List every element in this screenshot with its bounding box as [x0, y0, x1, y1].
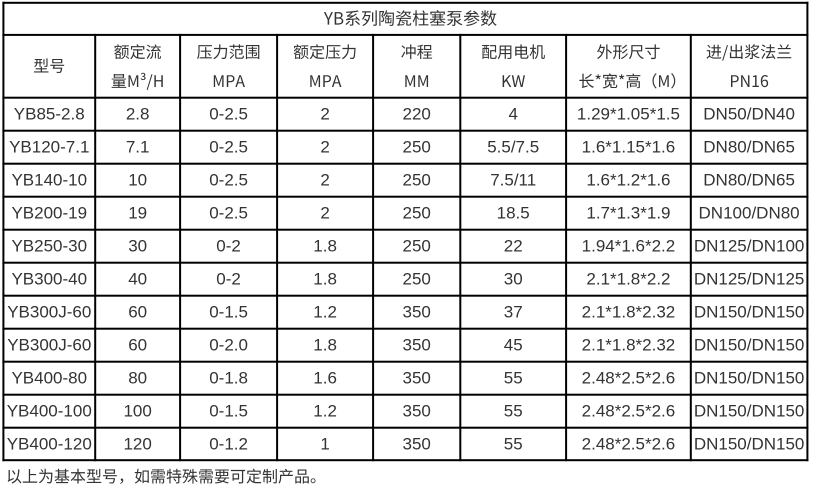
svg-text:1.29*1.05*1.5: 1.29*1.05*1.5: [577, 105, 680, 124]
svg-text:250: 250: [403, 270, 431, 289]
svg-text:40: 40: [128, 270, 147, 289]
svg-text:YB300-40: YB300-40: [11, 270, 87, 289]
svg-text:250: 250: [403, 237, 431, 256]
svg-text:YB85-2.8: YB85-2.8: [14, 105, 85, 124]
svg-text:30: 30: [504, 270, 523, 289]
svg-text:5.5/7.5: 5.5/7.5: [487, 138, 539, 157]
svg-text:60: 60: [128, 336, 147, 355]
svg-text:YB400-100: YB400-100: [7, 402, 92, 421]
svg-text:YB400-120: YB400-120: [7, 434, 92, 453]
svg-text:18.5: 18.5: [497, 204, 530, 223]
svg-text:80: 80: [128, 369, 147, 388]
svg-text:10: 10: [128, 171, 147, 190]
svg-text:250: 250: [403, 138, 431, 157]
svg-text:55: 55: [504, 402, 523, 421]
svg-text:22: 22: [504, 237, 523, 256]
svg-text:YB250-30: YB250-30: [11, 237, 87, 256]
svg-text:60: 60: [128, 303, 147, 322]
svg-text:350: 350: [403, 369, 431, 388]
svg-text:0-2.5: 0-2.5: [209, 138, 248, 157]
svg-text:DN50/DN40: DN50/DN40: [703, 105, 795, 124]
svg-text:30: 30: [128, 237, 147, 256]
svg-text:19: 19: [128, 204, 147, 223]
svg-text:DN150/DN150: DN150/DN150: [694, 303, 805, 322]
svg-text:1.8: 1.8: [313, 237, 337, 256]
svg-text:1.6*1.15*1.6: 1.6*1.15*1.6: [582, 138, 676, 157]
svg-text:55: 55: [504, 369, 523, 388]
svg-text:7.5/11: 7.5/11: [490, 171, 536, 190]
svg-text:350: 350: [403, 303, 431, 322]
svg-text:350: 350: [403, 434, 431, 453]
svg-text:2.1*1.8*2.32: 2.1*1.8*2.32: [582, 336, 676, 355]
svg-text:2: 2: [320, 204, 329, 223]
svg-text:0-2.5: 0-2.5: [209, 105, 248, 124]
svg-text:1.94*1.6*2.2: 1.94*1.6*2.2: [582, 237, 676, 256]
svg-text:1.2: 1.2: [313, 303, 337, 322]
svg-text:45: 45: [504, 336, 523, 355]
svg-text:DN150/DN150: DN150/DN150: [694, 336, 805, 355]
svg-text:2.1*1.8*2.2: 2.1*1.8*2.2: [586, 270, 670, 289]
svg-text:220: 220: [403, 105, 431, 124]
svg-text:DN80/DN65: DN80/DN65: [703, 138, 795, 157]
svg-text:YB300J-60: YB300J-60: [7, 336, 91, 355]
svg-text:DN150/DN150: DN150/DN150: [694, 369, 805, 388]
svg-text:DN100/DN80: DN100/DN80: [699, 204, 800, 223]
svg-text:1.2: 1.2: [313, 402, 337, 421]
svg-text:0-1.5: 0-1.5: [209, 402, 248, 421]
svg-text:DN150/DN150: DN150/DN150: [694, 434, 805, 453]
svg-text:YB400-80: YB400-80: [11, 369, 87, 388]
svg-text:0-2.5: 0-2.5: [209, 204, 248, 223]
svg-text:2.1*1.8*2.32: 2.1*1.8*2.32: [582, 303, 676, 322]
svg-text:2.48*2.5*2.6: 2.48*2.5*2.6: [582, 402, 676, 421]
svg-text:350: 350: [403, 402, 431, 421]
svg-text:1: 1: [320, 434, 329, 453]
svg-text:1.7*1.3*1.9: 1.7*1.3*1.9: [586, 204, 670, 223]
svg-text:YB300J-60: YB300J-60: [7, 303, 91, 322]
svg-text:DN125/DN100: DN125/DN100: [694, 237, 805, 256]
svg-text:7.1: 7.1: [126, 138, 150, 157]
svg-text:YB120-7.1: YB120-7.1: [9, 138, 89, 157]
svg-text:0-1.5: 0-1.5: [209, 303, 248, 322]
svg-text:DN150/DN150: DN150/DN150: [694, 402, 805, 421]
svg-text:2.8: 2.8: [126, 105, 150, 124]
svg-text:YB140-10: YB140-10: [11, 171, 87, 190]
svg-text:0-2.0: 0-2.0: [209, 336, 248, 355]
svg-text:55: 55: [504, 434, 523, 453]
svg-text:2.48*2.5*2.6: 2.48*2.5*2.6: [582, 434, 676, 453]
svg-text:2: 2: [320, 105, 329, 124]
svg-text:120: 120: [123, 434, 151, 453]
svg-text:1.6*1.2*1.6: 1.6*1.2*1.6: [586, 171, 670, 190]
svg-text:250: 250: [403, 171, 431, 190]
svg-text:1.8: 1.8: [313, 270, 337, 289]
svg-text:DN125/DN125: DN125/DN125: [694, 270, 805, 289]
svg-text:1.8: 1.8: [313, 336, 337, 355]
svg-text:0-1.2: 0-1.2: [209, 434, 248, 453]
svg-text:YB200-19: YB200-19: [11, 204, 87, 223]
svg-text:100: 100: [123, 402, 151, 421]
svg-text:2.48*2.5*2.6: 2.48*2.5*2.6: [582, 369, 676, 388]
svg-text:2: 2: [320, 171, 329, 190]
svg-text:350: 350: [403, 336, 431, 355]
svg-text:0-2: 0-2: [216, 270, 241, 289]
svg-text:0-2: 0-2: [216, 237, 241, 256]
svg-text:37: 37: [504, 303, 523, 322]
svg-text:2: 2: [320, 138, 329, 157]
svg-text:250: 250: [403, 204, 431, 223]
svg-text:4: 4: [508, 105, 517, 124]
svg-text:1.6: 1.6: [313, 369, 337, 388]
svg-text:0-2.5: 0-2.5: [209, 171, 248, 190]
svg-text:DN80/DN65: DN80/DN65: [703, 171, 795, 190]
svg-text:0-1.8: 0-1.8: [209, 369, 248, 388]
